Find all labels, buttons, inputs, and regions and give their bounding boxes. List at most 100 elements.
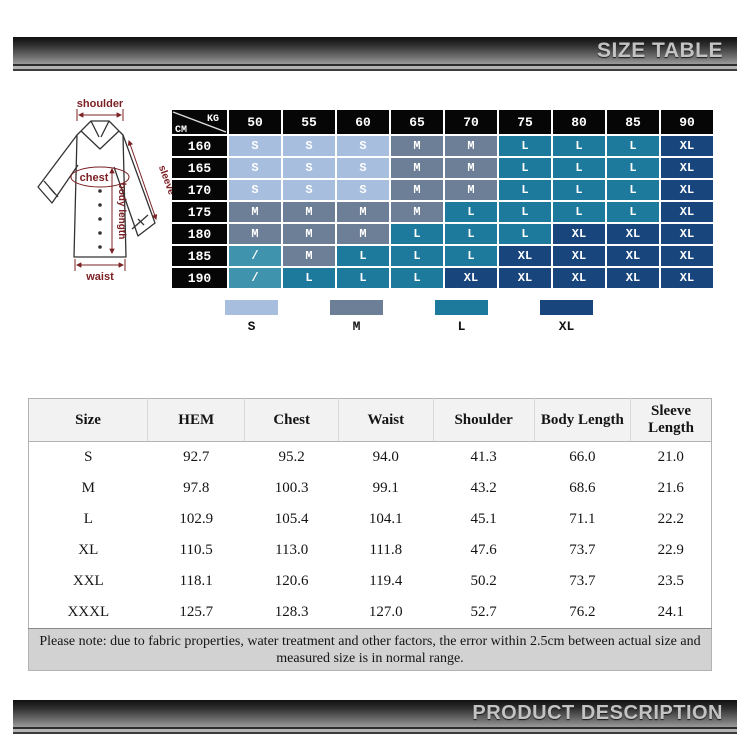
measurement-value: 43.2 — [470, 480, 497, 496]
legend-item: XL — [540, 300, 593, 334]
matrix-weight-header: 55 — [283, 110, 335, 134]
matrix-size-cell: L — [391, 246, 443, 266]
matrix-size-cell: L — [553, 202, 605, 222]
matrix-height-header: 180 — [172, 224, 227, 244]
product-description-title: PRODUCT DESCRIPTION — [472, 702, 723, 724]
matrix-size-cell: M — [229, 202, 281, 222]
waist-label: waist — [85, 271, 114, 283]
size-table-header-bar: SIZE TABLE — [13, 37, 737, 71]
measurement-column-header: Sleeve Length — [630, 398, 712, 442]
measurement-value: 68.6 — [569, 480, 596, 496]
matrix-size-cell: XL — [607, 268, 659, 288]
header-bar-bevel-light — [13, 66, 737, 69]
matrix-size-cell: L — [553, 158, 605, 178]
matrix-corner-cell: KG CM — [172, 110, 227, 136]
matrix-size-cell: S — [283, 180, 335, 200]
matrix-size-cell: L — [553, 136, 605, 156]
measurement-value: 66.0 — [569, 449, 596, 465]
matrix-height-header: 160 — [172, 136, 227, 156]
collar-v-line — [80, 130, 120, 150]
matrix-size-cell: S — [229, 180, 281, 200]
matrix-size-cell: L — [445, 246, 497, 266]
measurement-value: 76.2 — [569, 604, 596, 620]
matrix-size-cell: XL — [553, 224, 605, 244]
measurement-value: 125.7 — [179, 604, 214, 620]
left-sleeve-outline — [37, 134, 79, 204]
measurement-value: 99.1 — [372, 480, 399, 496]
measurement-value: 113.0 — [275, 542, 309, 558]
right-cuff-lines — [131, 214, 149, 230]
matrix-size-cell: / — [229, 268, 281, 288]
size-matrix-grid: KG CM 50 55 60 65 70 75 80 85 90 160 S S S M M L L L XL 165… — [172, 110, 713, 288]
button-dots — [98, 189, 102, 249]
measurement-value: 105.4 — [274, 511, 309, 527]
legend-label: M — [352, 319, 361, 334]
measurement-value: XXXL — [67, 604, 110, 620]
matrix-size-cell: XL — [445, 268, 497, 288]
matrix-size-cell: L — [499, 224, 551, 244]
measurement-row: L 102.9 105.4 104.1 45.1 71.1 22.2 — [29, 504, 712, 535]
measurement-value: 119.4 — [369, 573, 403, 589]
matrix-size-cell: L — [499, 158, 551, 178]
footer-bar-bevel-light — [13, 729, 737, 732]
matrix-weight-header: 65 — [391, 110, 443, 134]
matrix-size-cell: M — [337, 202, 389, 222]
measurement-value: 104.1 — [368, 511, 403, 527]
matrix-size-cell: L — [445, 202, 497, 222]
legend-swatch — [540, 300, 593, 315]
matrix-size-cell: M — [445, 180, 497, 200]
chest-label: chest — [80, 172, 109, 184]
matrix-size-cell: XL — [661, 202, 713, 222]
measurement-value: 22.9 — [657, 542, 684, 558]
legend-item: L — [435, 300, 488, 334]
matrix-size-cell: L — [391, 268, 443, 288]
matrix-size-cell: XL — [607, 224, 659, 244]
legend-item: S — [225, 300, 278, 334]
measurement-value: XL — [78, 542, 99, 558]
matrix-size-cell: XL — [661, 158, 713, 178]
matrix-size-cell: S — [337, 158, 389, 178]
measurement-value: 45.1 — [470, 511, 497, 527]
measurement-value: 71.1 — [569, 511, 596, 527]
measurement-column-header: Waist — [338, 398, 434, 442]
measurement-value: 120.6 — [274, 573, 309, 589]
measurement-value: 111.8 — [369, 542, 403, 558]
measurement-value: 97.8 — [183, 480, 210, 496]
measurement-value: 21.6 — [657, 480, 684, 496]
corner-kg-label: KG — [207, 114, 219, 125]
matrix-size-cell: / — [229, 246, 281, 266]
legend-swatch — [330, 300, 383, 315]
measurement-row: XL 110.5 113.0 111.8 47.6 73.7 22.9 — [29, 535, 712, 566]
size-legend: S M L XL — [225, 300, 593, 334]
matrix-size-cell: XL — [661, 268, 713, 288]
matrix-size-cell: L — [337, 246, 389, 266]
matrix-size-cell: XL — [553, 246, 605, 266]
footer-bar-bevel-shadow — [13, 732, 737, 734]
measurement-value: 50.2 — [470, 573, 497, 589]
sleeve-arrow — [127, 139, 158, 221]
measurement-row: XXL 118.1 120.6 119.4 50.2 73.7 23.5 — [29, 566, 712, 597]
measurement-value: 23.5 — [657, 573, 684, 589]
measurement-column-header: Size — [28, 398, 148, 442]
measurement-table-body: S 92.7 95.2 94.0 41.3 66.0 21.0 M 97.8 100.3 99.1 4… — [29, 442, 712, 629]
footer-bar-bevel-dark — [13, 727, 737, 729]
shirt-measurement-diagram: shoulder chest sleeve body length waist — [37, 98, 175, 283]
measurement-value: 95.2 — [278, 449, 305, 465]
measurement-note: Please note: due to fabric properties, w… — [28, 628, 712, 671]
matrix-size-cell: L — [607, 136, 659, 156]
body-length-label: body length — [116, 183, 127, 240]
matrix-size-cell: L — [607, 158, 659, 178]
measurement-value: 128.3 — [274, 604, 309, 620]
measurement-column-header: Body Length — [533, 398, 631, 442]
measurement-value: XXL — [72, 573, 104, 589]
measurement-table: Size HEM Chest Waist Shoulder Body Length Slee… — [28, 398, 712, 671]
matrix-weight-header: 50 — [229, 110, 281, 134]
waist-arrow-ticks — [74, 259, 126, 271]
matrix-weight-header: 85 — [607, 110, 659, 134]
matrix-size-cell: L — [283, 268, 335, 288]
measurement-table-header: Size HEM Chest Waist Shoulder Body Length Slee… — [28, 398, 712, 442]
product-description-bar: PRODUCT DESCRIPTION — [13, 700, 737, 734]
corner-cm-label: CM — [175, 125, 187, 134]
size-table-title: SIZE TABLE — [597, 38, 723, 62]
